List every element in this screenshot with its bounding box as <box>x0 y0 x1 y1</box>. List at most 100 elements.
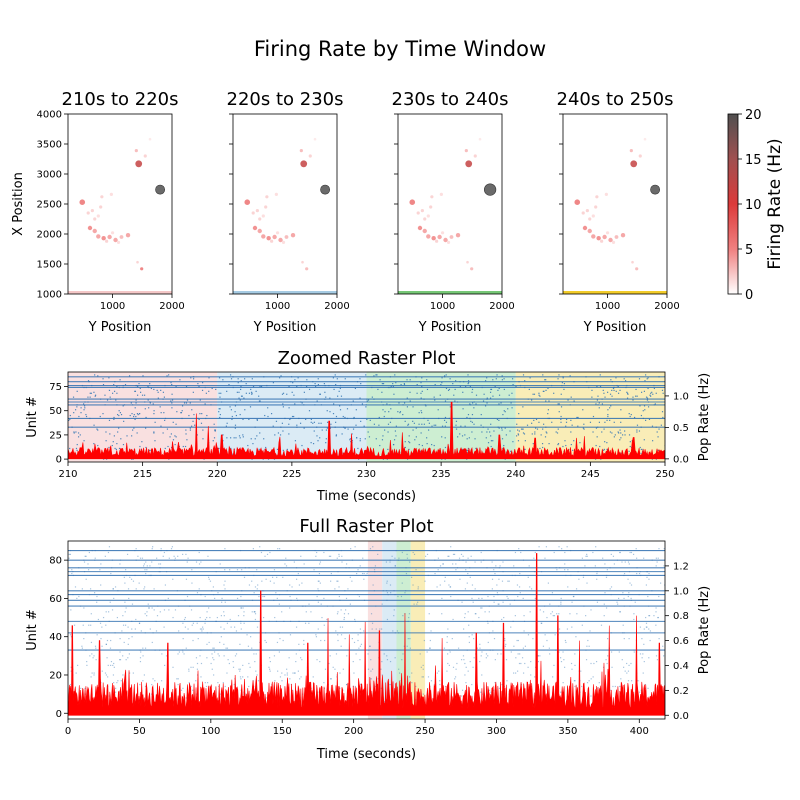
spike-mark <box>291 415 294 418</box>
spike-mark <box>612 555 615 557</box>
spike-mark <box>349 439 351 441</box>
spike-mark <box>583 423 585 425</box>
spike-mark <box>564 440 566 442</box>
spike-mark <box>413 603 415 605</box>
spike-mark <box>455 428 458 430</box>
spike-mark <box>620 432 622 434</box>
spike-mark <box>522 374 525 376</box>
spike-mark <box>198 588 200 590</box>
spike-mark <box>645 616 647 619</box>
spike-mark <box>370 678 372 680</box>
spike-mark <box>467 380 470 382</box>
spike-mark <box>255 390 257 392</box>
spike-mark <box>264 639 266 642</box>
spike-mark <box>538 392 540 394</box>
spike-mark <box>133 427 135 429</box>
spike-mark <box>300 676 302 678</box>
spike-mark <box>542 390 544 392</box>
spike-mark <box>461 435 464 437</box>
spike-mark <box>344 609 347 611</box>
spike-mark <box>112 441 114 443</box>
y-tick-label: 3500 <box>37 140 62 151</box>
spike-mark <box>468 641 470 644</box>
spike-mark <box>122 405 124 407</box>
spike-mark <box>105 440 107 442</box>
scatter-point <box>614 235 619 239</box>
spike-mark <box>384 429 386 431</box>
spike-mark <box>216 616 218 619</box>
spike-mark <box>513 565 515 567</box>
spike-mark <box>231 418 233 421</box>
spike-mark <box>180 412 183 414</box>
spike-mark <box>198 385 200 388</box>
spike-mark <box>606 662 608 665</box>
spike-mark <box>628 563 630 565</box>
spike-mark <box>97 429 99 431</box>
spike-mark <box>645 626 647 628</box>
spike-mark <box>605 659 607 661</box>
spike-mark <box>129 576 131 578</box>
spike-mark <box>312 676 314 678</box>
spike-mark <box>120 413 123 416</box>
scatter-point <box>643 137 647 141</box>
spike-mark <box>339 387 341 390</box>
spike-mark <box>429 647 431 649</box>
spike-mark <box>109 601 111 603</box>
spike-mark <box>501 379 503 381</box>
spike-mark <box>394 565 396 567</box>
spike-mark <box>301 402 303 404</box>
spike-mark <box>609 407 611 409</box>
spike-mark <box>86 664 88 667</box>
spike-mark <box>165 655 168 657</box>
spike-mark <box>119 412 122 414</box>
spike-mark <box>495 565 497 567</box>
spike-mark <box>162 391 165 393</box>
spike-mark <box>185 429 187 431</box>
spike-mark <box>261 580 263 582</box>
spike-mark <box>617 385 619 388</box>
spike-mark <box>282 449 284 451</box>
spike-mark <box>629 415 631 418</box>
spike-mark <box>221 601 223 603</box>
spike-mark <box>160 389 162 391</box>
spike-mark <box>326 410 328 412</box>
spike-mark <box>563 388 565 391</box>
spike-mark <box>554 634 556 636</box>
scatter-point <box>620 233 626 238</box>
spike-mark <box>492 395 494 397</box>
spike-mark <box>572 595 575 598</box>
spike-mark <box>472 666 474 668</box>
spike-mark <box>208 578 210 580</box>
spike-mark <box>575 636 577 638</box>
spike-mark <box>346 408 349 410</box>
spike-mark <box>423 639 425 642</box>
spike-mark <box>329 555 332 557</box>
spike-mark <box>471 431 473 433</box>
spike-mark <box>178 651 181 653</box>
time-window-band <box>410 541 426 719</box>
scatter-point <box>446 240 451 244</box>
spike-mark <box>202 429 204 431</box>
time-window-band <box>396 541 411 719</box>
spike-mark <box>607 655 609 657</box>
spike-mark <box>326 427 328 429</box>
scatter-point <box>435 239 439 243</box>
spike-mark <box>466 449 468 451</box>
spike-mark <box>151 641 153 644</box>
spike-mark <box>265 578 267 580</box>
spike-mark <box>229 374 232 376</box>
spike-mark <box>141 557 144 559</box>
y-right-tick-label: 1.2 <box>673 561 689 572</box>
spike-mark <box>446 636 448 638</box>
spike-mark <box>205 685 208 688</box>
spike-mark <box>364 438 366 440</box>
spike-mark <box>635 548 637 550</box>
spike-mark <box>326 421 329 423</box>
spike-mark <box>69 414 71 417</box>
x-tick-label: 230 <box>357 469 376 480</box>
scatter-point <box>90 209 94 213</box>
spike-mark <box>408 435 410 437</box>
spike-mark <box>95 659 97 661</box>
spike-mark <box>78 415 80 418</box>
spike-mark <box>346 683 348 686</box>
